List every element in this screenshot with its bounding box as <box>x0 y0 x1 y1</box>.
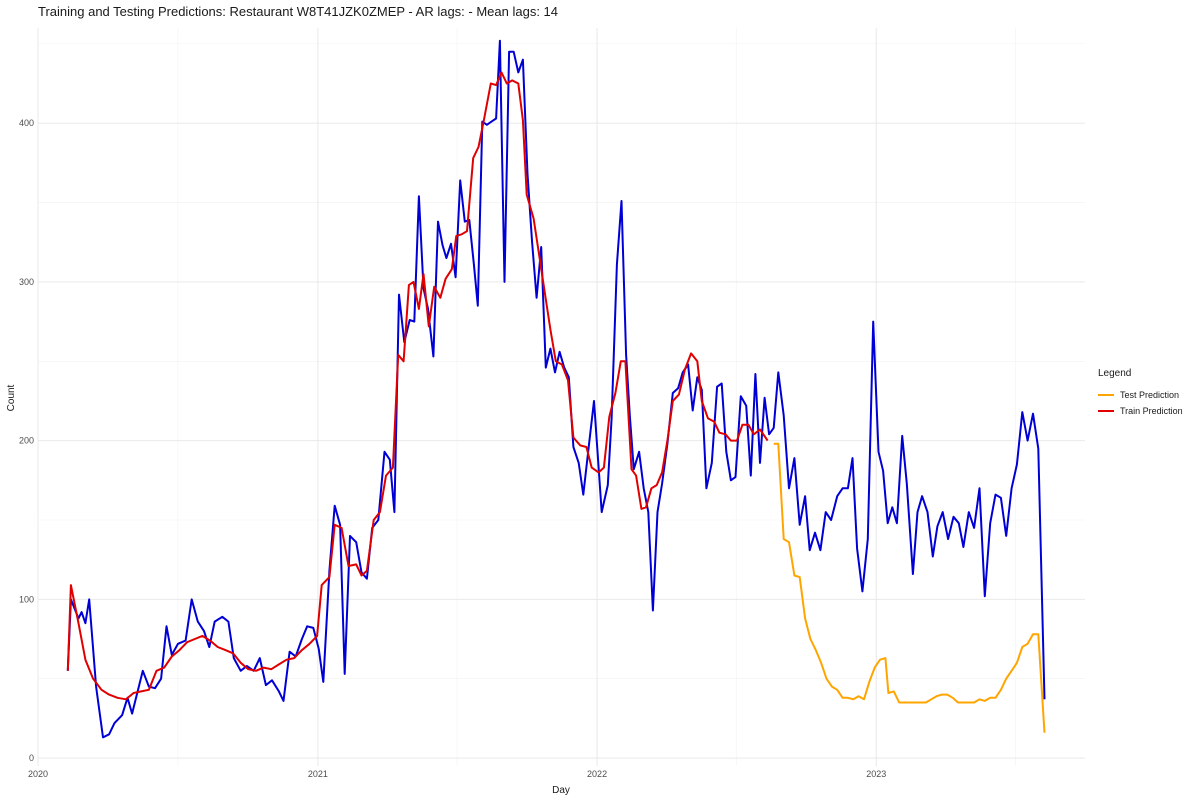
series-line-actual <box>66 39 1046 739</box>
x-tick-label: 2020 <box>28 769 48 779</box>
grid-lines <box>37 28 1085 766</box>
legend: Legend Test Prediction Train Prediction <box>1098 368 1183 419</box>
legend-title: Legend <box>1098 368 1132 379</box>
x-tick-label: 2022 <box>587 769 607 779</box>
y-tick-label: 200 <box>19 436 34 446</box>
x-axis-title: Day <box>552 785 570 796</box>
y-tick-label: 400 <box>19 118 34 128</box>
series-lines <box>66 39 1046 739</box>
x-tick-label: 2021 <box>308 769 328 779</box>
y-tick-label: 100 <box>19 594 34 604</box>
series-line-train <box>66 71 769 701</box>
legend-item-test: Test Prediction <box>1098 387 1183 403</box>
legend-swatch-train <box>1098 410 1114 412</box>
legend-swatch-test <box>1098 394 1114 396</box>
legend-label-test: Test Prediction <box>1120 390 1180 400</box>
series-line-test <box>773 442 1046 733</box>
y-tick-label: 300 <box>19 277 34 287</box>
legend-item-train: Train Prediction <box>1098 403 1183 419</box>
chart-title: Training and Testing Predictions: Restau… <box>38 4 558 19</box>
legend-label-train: Train Prediction <box>1120 406 1183 416</box>
tick-labels: 0 100 200 300 400 2020 2021 2022 2023 <box>19 118 886 779</box>
y-axis-title: Count <box>6 384 17 411</box>
x-tick-label: 2023 <box>866 769 886 779</box>
y-tick-label: 0 <box>29 753 34 763</box>
